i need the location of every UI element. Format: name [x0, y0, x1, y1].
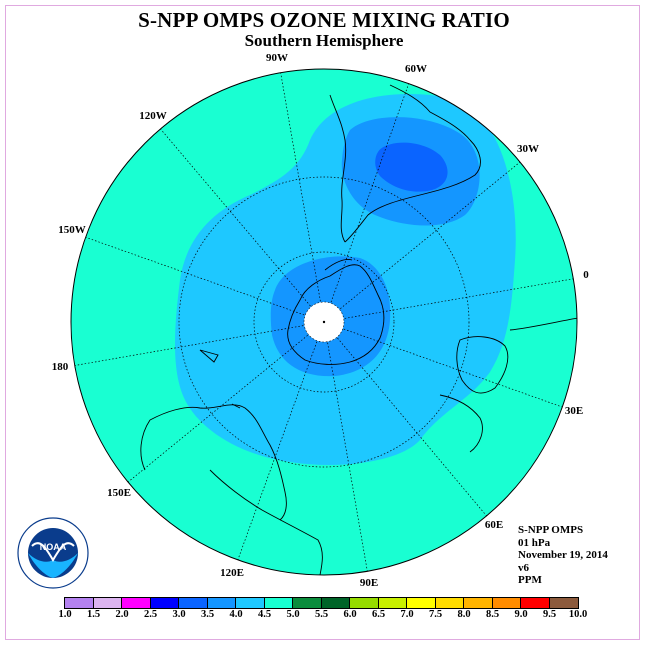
colorbar-swatch: [407, 598, 436, 608]
map-title: S-NPP OMPS OZONE MIXING RATIO: [138, 8, 510, 32]
lon-label: 60W: [405, 63, 427, 75]
colorbar-label: 2.5: [143, 609, 158, 620]
colorbar-swatch: [122, 598, 151, 608]
coastlines: [140, 84, 577, 575]
product-info: S-NPP OMPS 01 hPa November 19, 2014 v6 P…: [518, 524, 608, 587]
info-units: PPM: [518, 574, 542, 586]
colorbar-swatch: [207, 598, 236, 608]
colorbar-labels: 1.0 1.5 2.0 2.5 3.0 3.5 4.0 4.5 5.0 5.5 6.0 6.5 7.0 7…: [0, 609, 648, 623]
colorbar-swatch: [521, 598, 550, 608]
colorbar-label: 4.0: [229, 609, 243, 620]
colorbar-swatch: [350, 598, 379, 608]
colorbar-label: 3.5: [200, 609, 215, 620]
colorbar-swatch: [150, 598, 179, 608]
colorbar-label: 1.0: [58, 609, 72, 620]
colorbar-swatch: [321, 598, 350, 608]
colorbar-swatch: [464, 598, 493, 608]
colorbar-swatch: [549, 598, 578, 608]
noaa-logo: NOAA: [17, 517, 89, 589]
info-version: v6: [518, 561, 529, 574]
info-level: 01 hPa: [518, 536, 551, 549]
graticule: [71, 69, 577, 575]
longitude-labels: 90W 60W 30W 0 30E 60E 90E 120E 150E 180 …: [52, 52, 590, 589]
map-subtitle: Southern Hemisphere: [244, 31, 404, 50]
lon-label: 120E: [220, 567, 244, 579]
lon-label: 30W: [517, 143, 539, 155]
colorbar-label: 5.5: [314, 609, 329, 620]
colorbar-swatch: [93, 598, 122, 608]
colorbar-swatch: [65, 598, 94, 608]
colorbar-label: 4.5: [257, 609, 272, 620]
pole-ring: [303, 301, 345, 343]
logo-text: NOAA: [40, 542, 67, 552]
colorbar-label: 9.0: [514, 609, 528, 620]
lon-label: 90W: [266, 52, 288, 64]
colorbar-swatch: [264, 598, 293, 608]
colorbar-label: 1.5: [86, 609, 101, 620]
lon-label: 120W: [139, 110, 167, 122]
colorbar-label: 7.0: [400, 609, 414, 620]
colorbar-label: 5.0: [286, 609, 300, 620]
info-date: November 19, 2014: [518, 549, 608, 561]
south-pole-marker: [322, 320, 326, 324]
colorbar-swatch: [435, 598, 464, 608]
colorbar-swatch: [236, 598, 265, 608]
colorbar: [64, 597, 579, 609]
colorbar-label: 6.5: [371, 609, 386, 620]
colorbar-label: 2.0: [115, 609, 129, 620]
lon-label: 90E: [360, 577, 378, 589]
colorbar-label: 8.5: [485, 609, 500, 620]
lon-label: 0: [583, 269, 589, 281]
colorbar-swatch: [293, 598, 322, 608]
colorbar-swatch: [378, 598, 407, 608]
figure-frame: [5, 5, 640, 640]
info-instrument: S-NPP OMPS: [518, 524, 584, 536]
lon-label: 150W: [58, 224, 86, 236]
lon-label: 180: [52, 361, 69, 373]
colorbar-label: 8.0: [457, 609, 471, 620]
map-disc: [71, 69, 577, 575]
colorbar-label: 6.0: [343, 609, 357, 620]
colorbar-swatch: [492, 598, 521, 608]
colorbar-label: 9.5: [542, 609, 557, 620]
ozone-band-3-0: [375, 142, 448, 192]
lon-label: 150E: [107, 487, 131, 499]
colorbar-swatch: [179, 598, 208, 608]
lon-label: 30E: [565, 405, 583, 417]
colorbar-label: 10.0: [568, 609, 588, 620]
colorbar-label: 3.0: [172, 609, 186, 620]
lon-label: 60E: [485, 519, 503, 531]
map-boundary: [70, 68, 578, 576]
colorbar-label: 7.5: [428, 609, 443, 620]
